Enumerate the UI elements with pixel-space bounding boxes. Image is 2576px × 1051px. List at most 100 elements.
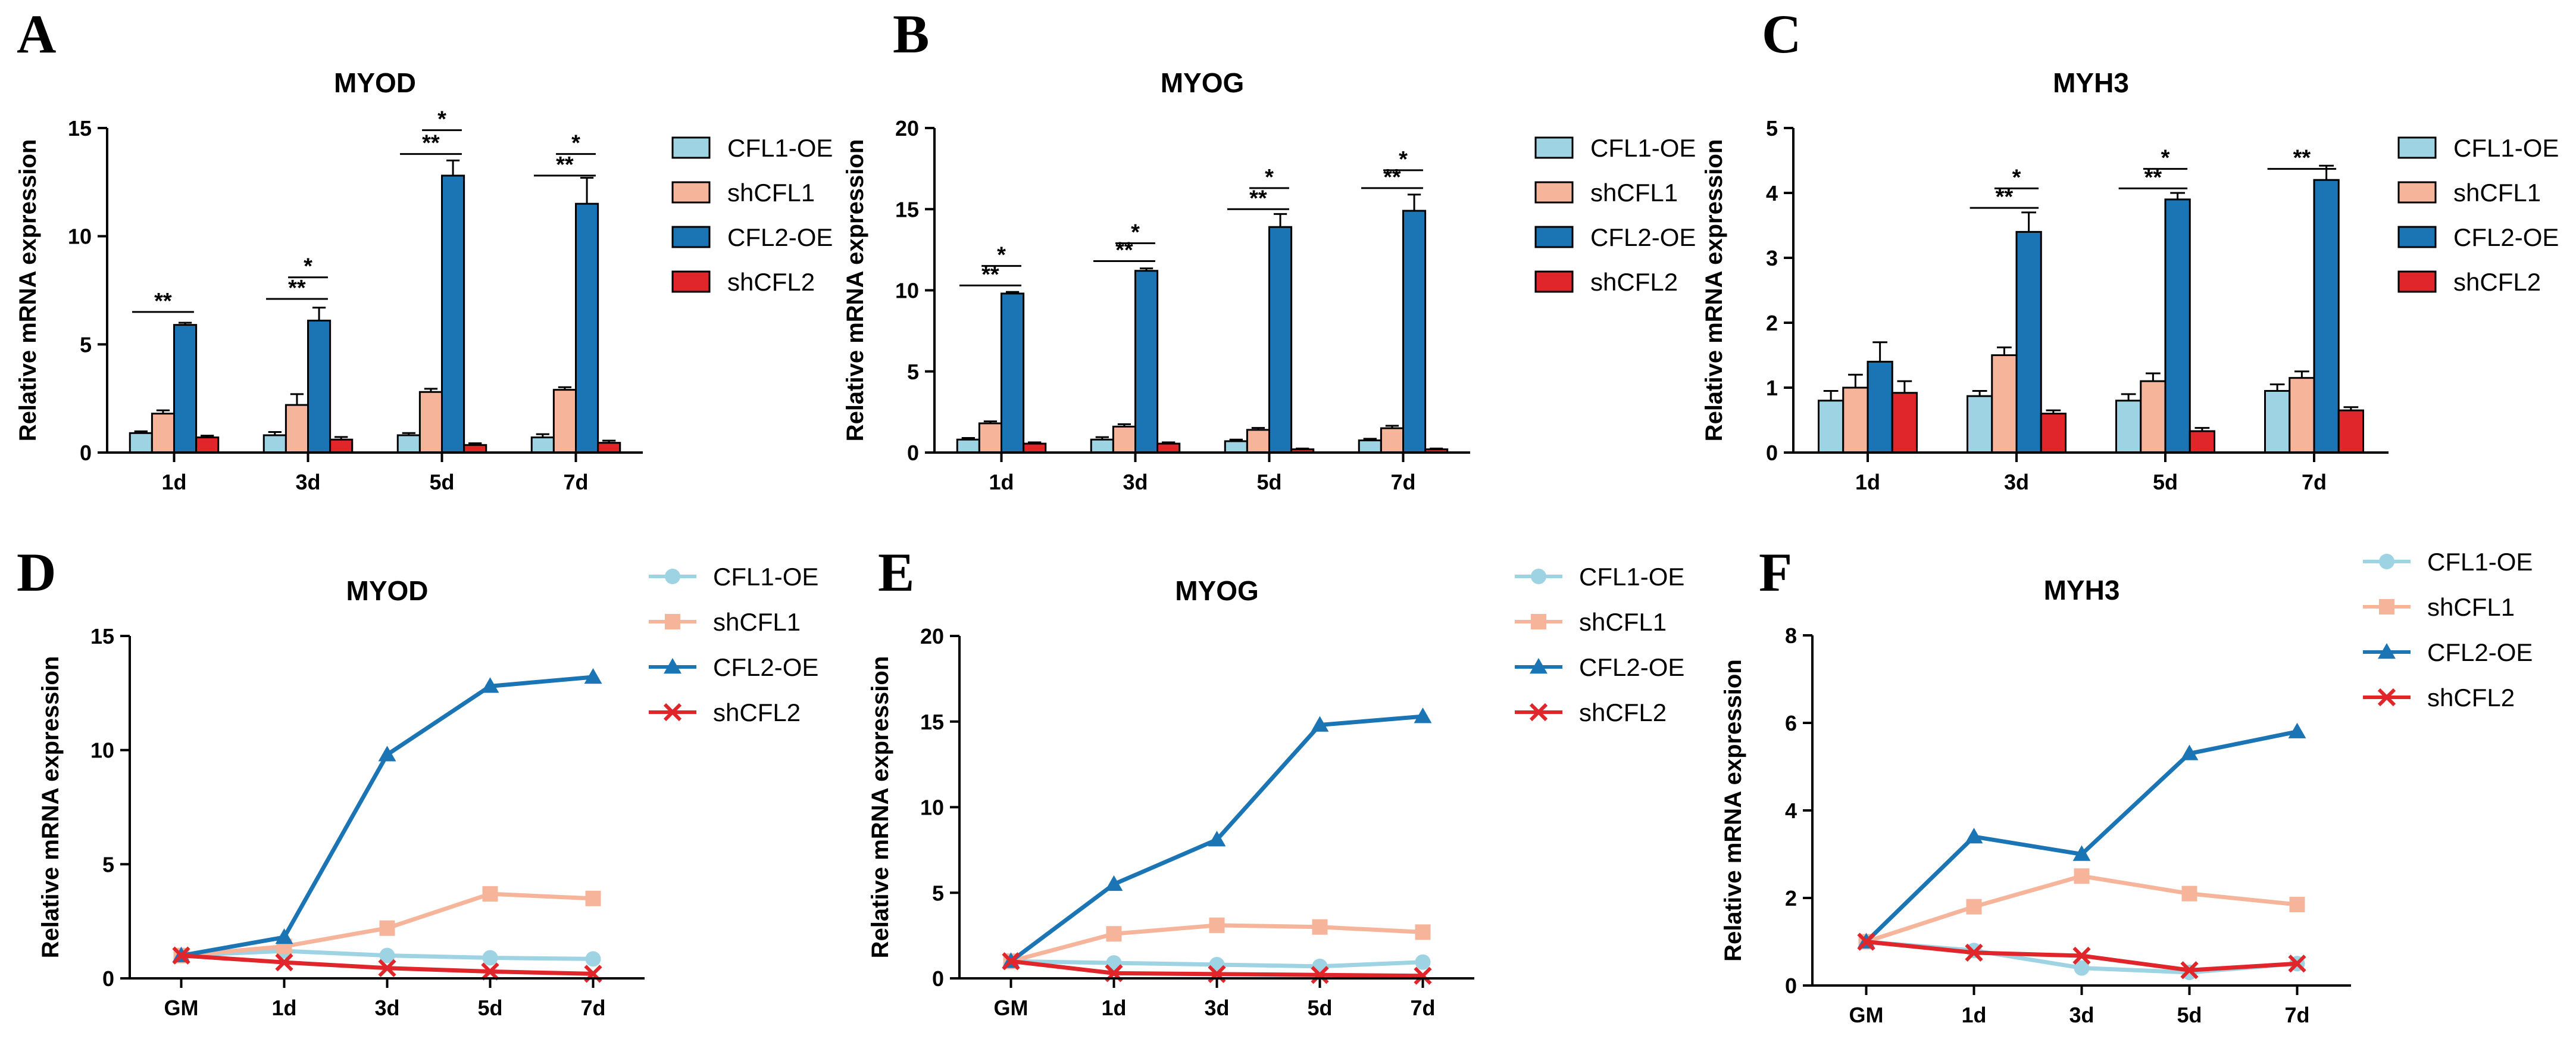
panel-a-legend-label: shCFL1: [727, 179, 815, 207]
panel-e: GM 1d 3d 5d 7d 0 5 10 15 20 Relative mRNA expressi…: [867, 542, 1684, 1020]
panel-c-x-tick-label: 5d: [2153, 470, 2178, 494]
panel-b-legend-swatch: [1534, 136, 1574, 159]
panel-c-y-tick-label: 4: [1766, 181, 1778, 205]
panel-e-y-tick-label: 15: [920, 710, 944, 734]
panel-e-y-tick-label: 5: [932, 881, 944, 905]
panel-f-x-tick-label: GM: [1849, 1003, 1884, 1027]
panel-c-bar: [2164, 198, 2191, 454]
panel-d-x-tick-label: 7d: [580, 996, 605, 1020]
panel-a-legend-swatch: [671, 181, 711, 204]
panel-a-legend-swatch: [671, 226, 711, 248]
panel-b-bar: [1402, 210, 1427, 454]
panel-b-y-tick-label: 5: [907, 360, 919, 384]
panel-d-y-tick-label: 15: [90, 624, 114, 648]
panel-f-data-point: [2072, 946, 2091, 965]
panel-b-y-tick-label: 10: [895, 279, 919, 303]
panel-d-data-point: [481, 962, 499, 981]
panel-c-y-tick-label: 2: [1766, 311, 1778, 335]
panel-b-sig-label: *: [1399, 147, 1408, 172]
panel-b-legend-label: shCFL1: [1590, 179, 1678, 207]
panel-e-y-tick-label: 10: [920, 796, 944, 820]
panel-a-bar: [129, 432, 153, 454]
panel-b-legend-swatch: [1534, 226, 1574, 248]
panel-a-y-label: Relative mRNA expression: [15, 139, 41, 442]
panel-d-series-line: [180, 675, 593, 958]
panel-b-legend-swatch: [1534, 270, 1574, 293]
panel-a-y-tick-label: 10: [68, 224, 92, 249]
panel-f-y-label: Relative mRNA expression: [1720, 659, 1746, 962]
panel-c-y-tick-label: 3: [1766, 246, 1778, 270]
panel-e-legend-label: shCFL1: [1579, 608, 1667, 636]
panel-e-panel-label: E: [878, 542, 914, 603]
panel-d-x-tick-label: 3d: [374, 996, 399, 1020]
panel-e-y-label: Relative mRNA expression: [867, 656, 893, 959]
panel-d-data-point: [481, 677, 499, 693]
panel-d-legend-label: CFL1-OE: [713, 563, 818, 591]
panel-d-x-tick-label: 5d: [477, 996, 502, 1020]
panel-b-bar: [1112, 425, 1136, 454]
panel-c-y-tick-label: 5: [1766, 116, 1778, 141]
panel-c-sig-label: **: [2293, 146, 2311, 171]
panel-f-data-point: [2074, 868, 2090, 884]
panel-e-data-point: [1106, 955, 1122, 971]
panel-f-series-line: [1865, 874, 2297, 944]
panel-b-bar: [1224, 440, 1248, 454]
panel-d-y-tick-label: 10: [90, 738, 114, 763]
panel-a-y-tick-label: 5: [80, 332, 92, 357]
panel-a-bar: [173, 324, 198, 454]
panel-b-sig-label: **: [1383, 165, 1401, 190]
panel-a-x-tick-label: 1d: [161, 470, 186, 494]
panel-d-legend-marker: [663, 703, 682, 722]
panel-c-legend-label: shCFL2: [2453, 268, 2541, 296]
panel-d-legend-label: shCFL2: [713, 698, 801, 726]
panel-d-x-tick-label: GM: [164, 996, 199, 1020]
panel-f-data-point: [1965, 828, 1983, 844]
panel-a-sig-label: **: [422, 131, 440, 156]
panel-e-data-point: [1311, 716, 1329, 732]
panel-a-sig-label: **: [288, 276, 306, 301]
panel-f-y-tick-label: 0: [1785, 974, 1797, 998]
panel-e-legend-marker: [1531, 614, 1546, 629]
panel-d-data-point: [275, 928, 293, 944]
panel-b-panel-label: B: [893, 4, 929, 64]
panel-b-sig-label: *: [997, 243, 1006, 268]
panel-c-x-tick-label: 1d: [1855, 470, 1880, 494]
panel-f-data-point: [2288, 955, 2306, 973]
panel-d-data-point: [585, 951, 601, 967]
panel-f-data-point: [2289, 897, 2305, 913]
panel-f: GM 1d 3d 5d 7d 0 2 4 6 8 Relative mRNA expression M…: [1720, 542, 2533, 1027]
panel-a-sig-label: *: [571, 131, 580, 156]
panel-d-legend-marker: [665, 569, 680, 584]
panel-c-bar: [1842, 386, 1869, 454]
panel-c-bar: [2015, 230, 2042, 454]
panel-d-data-point: [482, 886, 498, 902]
panel-c-title: MYH3: [2053, 67, 2129, 98]
panel-b-y-label: Relative mRNA expression: [842, 139, 868, 442]
panel-e-data-point: [1311, 966, 1329, 984]
panel-c-bar: [2289, 377, 2315, 454]
panel-b-bar: [1156, 442, 1181, 454]
panel-c-bar: [1818, 400, 1845, 454]
panel-c-y-tick-label: 1: [1766, 376, 1778, 400]
panel-d-y-tick-label: 0: [102, 966, 114, 991]
panel-c-y-label: Relative mRNA expression: [1701, 139, 1727, 442]
panel-f-legend-marker: [2377, 688, 2396, 707]
panel-e-legend-label: CFL1-OE: [1579, 563, 1684, 591]
panel-e-x-tick-label: GM: [994, 996, 1028, 1020]
panel-a-x-tick-label: 5d: [429, 470, 454, 494]
panel-e-data-point: [1414, 707, 1432, 723]
panel-e-data-point: [1208, 831, 1226, 847]
panel-d-data-point: [275, 953, 293, 972]
panel-c-panel-label: C: [1762, 4, 1801, 64]
panel-e-data-point: [1312, 919, 1328, 935]
panel-c-bar: [2313, 179, 2340, 454]
panel-e-legend-label: CFL2-OE: [1579, 653, 1684, 681]
panel-f-legend-marker: [2378, 643, 2396, 659]
panel-a-bar: [307, 319, 332, 454]
panel-e-data-point: [1105, 875, 1123, 891]
panel-a-legend-label: CFL2-OE: [727, 223, 833, 251]
